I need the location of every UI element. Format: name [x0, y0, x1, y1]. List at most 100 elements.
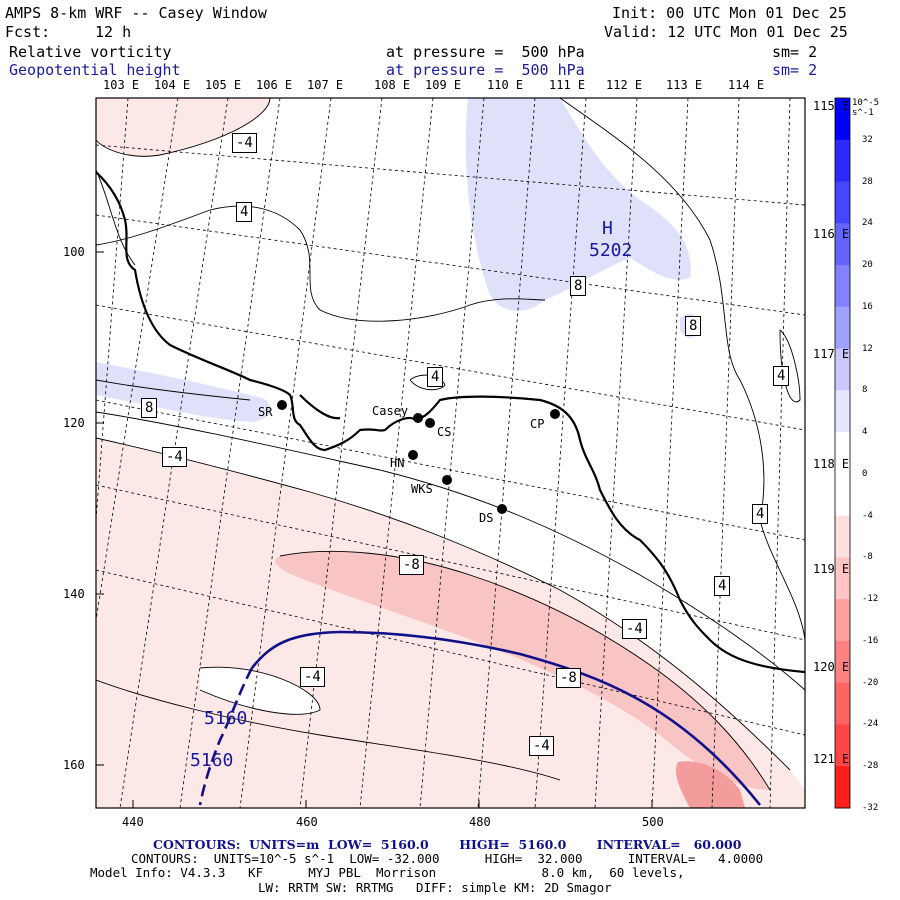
contour-label: 8: [141, 398, 158, 418]
x-tick-label: 440: [122, 815, 144, 829]
vorticity-minus8-band: [275, 551, 770, 790]
contour-label: -4: [300, 667, 325, 687]
station-label-hn: HN: [390, 456, 405, 470]
colorbar-tick-label: -24: [862, 719, 879, 730]
footer-height-contours: CONTOURS: UNITS=m LOW= 5160.0 HIGH= 5160…: [153, 837, 742, 852]
y-tick-label: 160: [63, 758, 85, 772]
colorbar-tick-label: 4: [862, 427, 868, 438]
height-contour-label: 5160: [204, 708, 248, 729]
station-label-sr: SR: [258, 405, 273, 419]
contour-label: -4: [622, 619, 647, 639]
lon-label-top: 111 E: [549, 78, 586, 92]
colorbar-swatch: [835, 98, 850, 141]
colorbar-swatch: [835, 390, 850, 433]
lon-label-right: 120 E: [813, 660, 850, 674]
station-hn-marker: [408, 450, 418, 460]
y-tick-label: 140: [63, 587, 85, 601]
axis-ticks: [96, 251, 653, 808]
station-label-wks: WKS: [411, 482, 433, 496]
colorbar-tick-label: -12: [862, 594, 879, 605]
coastline: [96, 171, 805, 674]
colorbar-tick-label: 0: [862, 468, 868, 479]
vorticity-contour-lines: [96, 98, 805, 791]
vorticity-topleft-negative: [96, 98, 270, 157]
lon-label-right: 121 E: [813, 752, 850, 766]
colorbar-tick-label: -8: [862, 552, 873, 563]
lon-label-top: 105 E: [205, 78, 242, 92]
contour-label: 8: [570, 276, 587, 296]
colorbar-tick-label: 8: [862, 385, 868, 396]
station-markers: [277, 400, 560, 514]
plot-frame: [95, 97, 806, 809]
footer-physics-info: LW: RRTM SW: RRTMG DIFF: simple KM: 2D S…: [258, 880, 612, 895]
colorbar-swatch: [835, 724, 850, 767]
lon-label-right: 117 E: [813, 347, 850, 361]
lon-label-top: 112 E: [606, 78, 643, 92]
x-tick-label: 460: [296, 815, 318, 829]
field2-name: Geopotential height: [9, 61, 181, 79]
contour-label: -8: [399, 555, 424, 575]
lon-label-right: 119 E: [813, 562, 850, 576]
station-cs-marker: [425, 418, 435, 428]
chart-title: AMPS 8-km WRF -- Casey Window: [5, 4, 267, 22]
contour-label: 4: [714, 576, 731, 596]
colorbar-tick-label: -20: [862, 677, 879, 688]
lon-label-top: 113 E: [666, 78, 703, 92]
contour-label: 4: [236, 202, 253, 222]
contour-label: 4: [773, 366, 790, 386]
forecast-label: Fcst:: [5, 23, 51, 41]
init-time: Init: 00 UTC Mon 01 Dec 25: [612, 4, 847, 22]
vorticity-fill-layer: [96, 98, 805, 808]
colorbar-swatch: [835, 473, 850, 517]
colorbar-swatch: [835, 432, 850, 475]
colorbar-swatch: [835, 348, 850, 391]
contour-label: -4: [232, 133, 257, 153]
station-label-cs: CS: [437, 425, 452, 439]
colorbar-swatch: [835, 139, 850, 183]
station-cp-marker: [550, 409, 560, 419]
lon-label-top: 114 E: [728, 78, 765, 92]
lon-label-top: 107 E: [307, 78, 344, 92]
colorbar-tick-label: 32: [862, 134, 873, 145]
y-tick-label: 120: [63, 416, 85, 430]
station-ds-marker: [497, 504, 507, 514]
contour-label: 8: [685, 316, 702, 336]
station-label-cp: CP: [530, 417, 545, 431]
colorbar-tick-label: 12: [862, 343, 873, 354]
colorbar-units: 10^-5 s^-1: [852, 98, 880, 118]
footer-model-info: Model Info: V4.3.3 KF MYJ PBL Morrison 8…: [90, 865, 685, 880]
lon-label-top: 108 E: [374, 78, 411, 92]
vorticity-positive-high-region: [465, 98, 691, 311]
station-label-ds: DS: [479, 511, 494, 525]
colorbar-swatch: [835, 766, 850, 809]
lon-label-top: 103 E: [103, 78, 140, 92]
colorbar-tick-label: -16: [862, 635, 879, 646]
contour-label: 4: [752, 504, 769, 524]
field2-smoothing: sm= 2: [772, 61, 818, 79]
lon-label-top: 109 E: [425, 78, 462, 92]
colorbar-swatch: [835, 682, 850, 725]
colorbar-swatch: [835, 181, 850, 224]
colorbar-tick-label: 16: [862, 301, 873, 312]
colorbar-frame: [834, 97, 851, 809]
contour-label: -4: [529, 736, 554, 756]
field1-level: at pressure = 500 hPa: [386, 43, 585, 61]
x-tick-label: 500: [642, 815, 664, 829]
colorbar-tick-label: 20: [862, 260, 873, 271]
colorbar-swatch: [835, 557, 850, 600]
lon-label-top: 104 E: [154, 78, 191, 92]
graticule-lines: [96, 98, 805, 808]
colorbar-swatch: [835, 640, 850, 684]
station-wks-marker: [442, 475, 452, 485]
field1-name: Relative vorticity: [9, 43, 172, 61]
height-contour-label: 5160: [190, 750, 234, 771]
colorbar-swatch: [835, 306, 850, 350]
geopotential-height-contour: [198, 630, 762, 806]
station-sr-marker: [277, 400, 287, 410]
station-label-casey: Casey: [372, 404, 409, 418]
lon-label-top: 106 E: [256, 78, 293, 92]
contour-label: -8: [556, 668, 581, 688]
vorticity-negative-band-inner: [200, 667, 320, 715]
colorbar-tick-label: 28: [862, 176, 873, 187]
colorbar-swatch: [835, 599, 850, 642]
